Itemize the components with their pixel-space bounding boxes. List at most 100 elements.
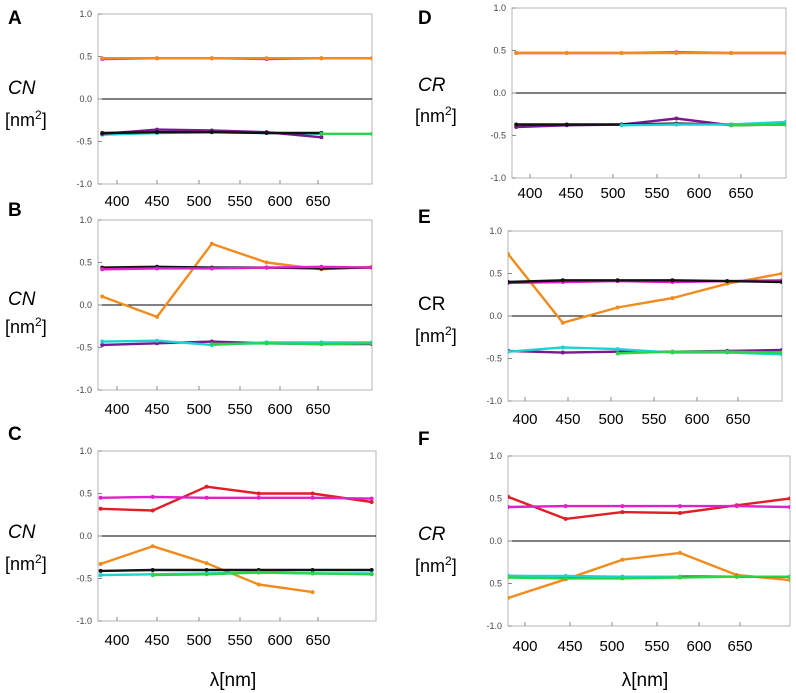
unit-close-bracket: ] bbox=[42, 110, 47, 130]
data-point-cyan bbox=[560, 345, 565, 350]
data-point-orange bbox=[674, 51, 679, 56]
data-point-magenta bbox=[209, 266, 214, 271]
data-point-black bbox=[209, 130, 214, 135]
data-point-orange bbox=[310, 590, 315, 595]
x-tick-label: 400 bbox=[512, 638, 537, 655]
y-tick-label: -1.0 bbox=[486, 396, 502, 406]
x-tick-label: 550 bbox=[644, 185, 669, 202]
panel-label: D bbox=[418, 8, 432, 29]
y-tick-label: 0.0 bbox=[79, 94, 92, 104]
y-tick-label: 0.5 bbox=[489, 579, 502, 589]
series-group bbox=[514, 50, 786, 129]
panel-e: 1.0 0.5 0.0 -0.5 -1.0 400 450 500 550 600 650 E CR [n… bbox=[415, 207, 783, 428]
series-line-green bbox=[508, 575, 790, 580]
series-line-green bbox=[617, 350, 782, 355]
panel-c: 1.0 0.5 0.0 -0.5 -1.0 400 450 500 550 600 650 C CN [n… bbox=[5, 424, 377, 691]
data-point-orange bbox=[100, 56, 105, 61]
y-tick-label: 0.5 bbox=[79, 489, 92, 499]
y-axis-unit: [nm2] bbox=[5, 552, 47, 574]
series-line-cyan bbox=[508, 574, 680, 578]
data-point-black bbox=[560, 278, 565, 283]
data-point-black bbox=[508, 280, 510, 284]
panel-label: E bbox=[418, 207, 431, 228]
data-point-green bbox=[369, 572, 374, 577]
y-tick-label: 0.0 bbox=[493, 88, 506, 98]
data-point-black bbox=[725, 279, 730, 284]
data-point-green bbox=[563, 576, 568, 581]
data-point-magenta bbox=[319, 264, 324, 269]
y-tick-label: -1.0 bbox=[76, 179, 92, 189]
data-point-orange bbox=[155, 56, 160, 61]
data-point-black bbox=[615, 278, 620, 283]
data-point-orange bbox=[620, 557, 625, 562]
y-tick-label: 0.5 bbox=[493, 46, 506, 56]
x-tick-label: 650 bbox=[305, 193, 330, 210]
x-tick-label: 650 bbox=[305, 401, 330, 418]
data-point-orange bbox=[100, 294, 105, 299]
y-tick-label: -1.0 bbox=[76, 616, 92, 626]
series-group bbox=[100, 56, 372, 140]
data-point-cyan bbox=[155, 338, 160, 343]
unit-close-bracket: ] bbox=[452, 106, 457, 126]
unit-superscript: 2 bbox=[35, 552, 42, 566]
data-point-black bbox=[100, 131, 105, 135]
data-point-orange bbox=[729, 51, 734, 56]
y-tick-label: -0.5 bbox=[76, 137, 92, 147]
y-axis-label: CN bbox=[8, 289, 36, 310]
x-tick-label: 400 bbox=[104, 193, 129, 210]
x-tick-label: 550 bbox=[644, 638, 669, 655]
series-group bbox=[100, 241, 372, 347]
data-point-magenta bbox=[98, 495, 103, 500]
data-point-magenta bbox=[264, 265, 269, 270]
x-tick-label: 600 bbox=[684, 411, 709, 428]
y-tick-label: 1.0 bbox=[489, 226, 502, 236]
data-point-orange bbox=[619, 51, 624, 56]
data-point-magenta bbox=[100, 267, 105, 272]
x-tick-label: 600 bbox=[267, 193, 292, 210]
data-point-orange bbox=[209, 56, 214, 61]
data-point-magenta bbox=[370, 265, 372, 270]
x-tick-label: 450 bbox=[144, 193, 169, 210]
data-point-magenta bbox=[310, 495, 315, 500]
data-point-green bbox=[209, 342, 214, 347]
y-tick-label: 0.5 bbox=[79, 258, 92, 268]
data-point-black bbox=[155, 130, 160, 135]
x-tick-label: 650 bbox=[727, 638, 752, 655]
data-point-red bbox=[310, 491, 315, 496]
x-tick-label: 500 bbox=[598, 411, 623, 428]
x-tick-label: 550 bbox=[227, 632, 252, 649]
data-point-magenta bbox=[204, 495, 209, 500]
panel-label: F bbox=[418, 429, 430, 450]
panel-label: C bbox=[8, 424, 22, 445]
data-point-black bbox=[564, 122, 569, 127]
unit-superscript: 2 bbox=[445, 554, 452, 568]
series-line-orange bbox=[508, 253, 782, 324]
data-point-magenta bbox=[677, 504, 682, 509]
x-tick-label: 400 bbox=[512, 411, 537, 428]
x-tick-label: 450 bbox=[555, 411, 580, 428]
panel-f: 1.0 0.5 0.0 0.5 -1.0 400 450 500 550 600 650 F CR [nm… bbox=[415, 429, 791, 691]
data-point-green bbox=[788, 574, 790, 579]
data-point-purple bbox=[674, 116, 679, 121]
y-axis-unit: [nm2] bbox=[5, 108, 47, 130]
data-point-orange bbox=[508, 595, 510, 600]
panel-d: 1.0 0.5 0.0 -0.5 -1.0 400 450 500 550 600 650 D CR [n… bbox=[415, 3, 787, 202]
data-point-green bbox=[310, 571, 315, 576]
data-point-orange bbox=[615, 305, 620, 310]
data-point-green bbox=[725, 349, 730, 354]
data-point-red bbox=[204, 484, 209, 489]
x-tick-label: 500 bbox=[600, 185, 625, 202]
unit-close-bracket: ] bbox=[452, 556, 457, 576]
y-tick-label: -0.5 bbox=[76, 574, 92, 584]
data-point-orange bbox=[780, 271, 782, 276]
x-tick-label: 500 bbox=[186, 632, 211, 649]
unit-close-bracket: ] bbox=[42, 317, 47, 337]
y-axis-label: CR bbox=[418, 75, 446, 96]
data-point-green bbox=[256, 570, 261, 575]
panel-label: A bbox=[8, 8, 22, 29]
x-tick-label: 450 bbox=[144, 632, 169, 649]
y-axis-label: CN bbox=[8, 78, 36, 99]
series-line-magenta bbox=[100, 495, 372, 500]
data-point-cyan bbox=[98, 573, 103, 578]
data-point-black bbox=[98, 568, 103, 573]
